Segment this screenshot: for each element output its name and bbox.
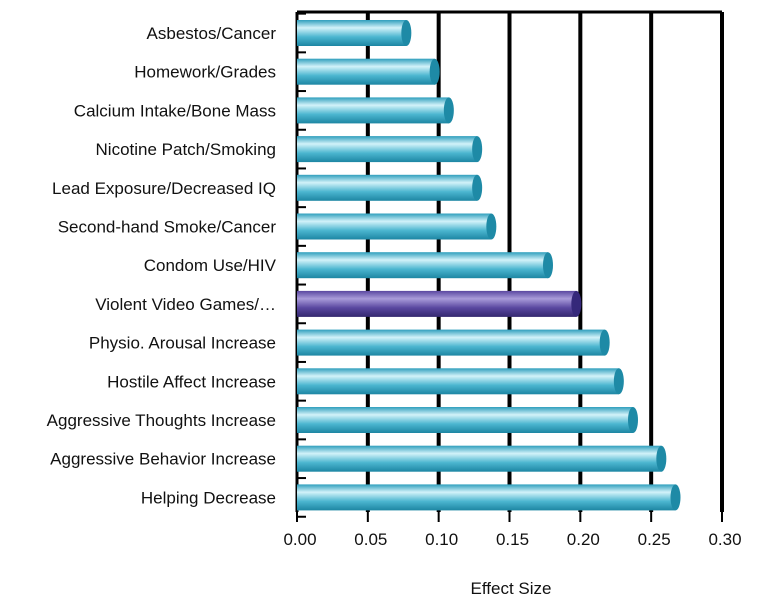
bar-body <box>297 290 577 317</box>
category-label: Violent Video Games/… <box>95 295 276 314</box>
category-label: Second-hand Smoke/Cancer <box>58 218 277 237</box>
bar <box>297 445 667 472</box>
category-label: Homework/Grades <box>134 63 276 82</box>
bar-end-cap <box>472 174 483 201</box>
category-label: Calcium Intake/Bone Mass <box>74 101 276 120</box>
category-label: Helping Decrease <box>141 488 276 507</box>
category-label: Asbestos/Cancer <box>147 24 277 43</box>
bar <box>297 58 440 85</box>
bar-body <box>297 136 478 163</box>
bar-highlighted <box>297 290 582 317</box>
x-tick-label: 0.30 <box>708 530 741 549</box>
grid-lines <box>295 10 724 522</box>
category-label: Aggressive Thoughts Increase <box>47 411 276 430</box>
bar-body <box>297 213 492 240</box>
bar-body <box>297 252 548 279</box>
bar <box>297 368 624 395</box>
bar-body <box>297 484 676 511</box>
bar-end-cap <box>543 252 553 279</box>
bar-body <box>297 445 662 472</box>
bar-end-cap <box>472 136 483 163</box>
bar <box>297 407 638 433</box>
bar-end-cap <box>670 484 681 511</box>
bar <box>297 252 553 279</box>
bar <box>297 213 497 240</box>
category-label: Hostile Affect Increase <box>107 372 276 391</box>
x-tick-labels: 0.00 0.05 0.10 0.15 0.20 0.25 0.30 <box>283 530 741 549</box>
bar-body <box>297 329 605 356</box>
bar-end-cap <box>613 368 624 395</box>
bar <box>297 484 681 511</box>
bar-body <box>297 174 478 201</box>
category-label: Nicotine Patch/Smoking <box>96 140 276 159</box>
x-tick-label: 0.10 <box>425 530 458 549</box>
category-label: Condom Use/HIV <box>144 256 277 275</box>
x-tick-label: 0.00 <box>283 530 316 549</box>
bar-end-cap <box>401 20 412 46</box>
bar-body <box>297 20 407 46</box>
bars <box>297 20 681 511</box>
category-label: Physio. Arousal Increase <box>89 334 276 353</box>
bar <box>297 174 483 201</box>
bar <box>297 329 610 356</box>
bar-end-cap <box>628 407 638 433</box>
bar-body <box>297 58 435 85</box>
x-axis-title: Effect Size <box>471 579 552 597</box>
category-labels: Asbestos/Cancer Homework/Grades Calcium In… <box>47 24 277 507</box>
x-tick-label: 0.20 <box>567 530 600 549</box>
bar-body <box>297 368 619 395</box>
bar <box>297 97 454 124</box>
bar-body <box>297 97 449 124</box>
bar-end-cap <box>429 58 440 85</box>
bar-end-cap <box>599 329 610 356</box>
bar-end-cap <box>571 290 582 317</box>
bar-end-cap <box>486 213 497 240</box>
bar <box>297 136 483 163</box>
x-tick-label: 0.15 <box>496 530 529 549</box>
x-tick-label: 0.25 <box>638 530 671 549</box>
bar-end-cap <box>443 97 454 124</box>
category-label: Lead Exposure/Decreased IQ <box>52 179 276 198</box>
category-label: Aggressive Behavior Increase <box>50 450 276 469</box>
bar-body <box>297 407 633 433</box>
x-tick-label: 0.05 <box>354 530 387 549</box>
bar <box>297 20 412 46</box>
bar-end-cap <box>656 445 667 472</box>
